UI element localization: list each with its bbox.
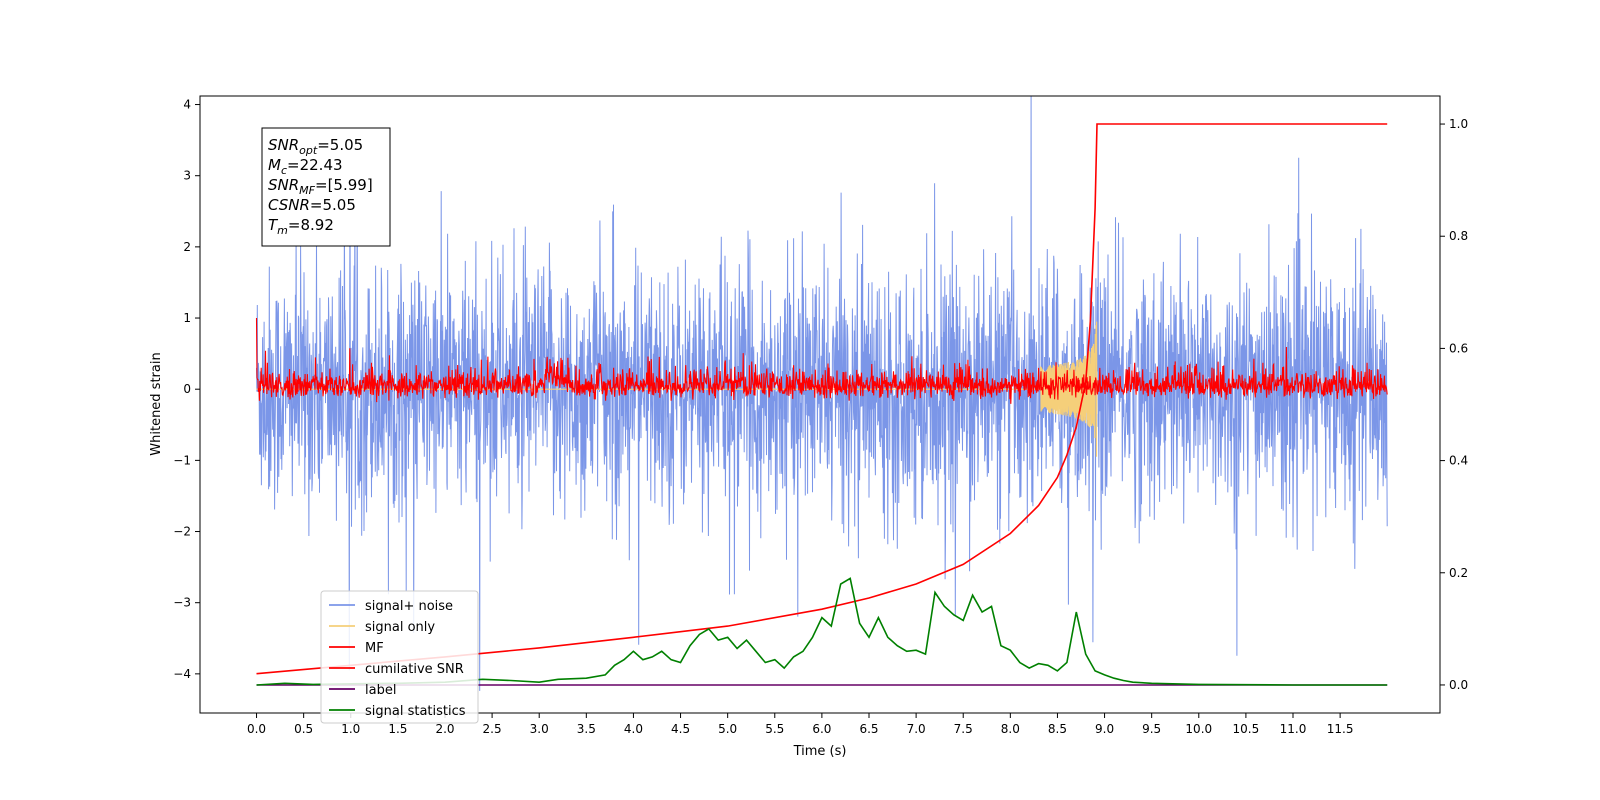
legend-label: label: [365, 683, 396, 698]
x-tick-label: 6.5: [859, 722, 878, 736]
y2-tick-label: 0.4: [1449, 454, 1468, 468]
y-tick-label: −4: [173, 667, 191, 681]
y-tick-label: 3: [183, 169, 191, 183]
y2-tick-label: 0.0: [1449, 678, 1468, 692]
y2-tick-label: 1.0: [1449, 117, 1468, 131]
x-axis-label: Time (s): [793, 744, 847, 759]
x-tick-label: 7.5: [954, 722, 973, 736]
info-box: SNRopt=5.05Mc=22.43SNRMF=[5.99]CSNR=5.05…: [262, 128, 390, 246]
x-tick-label: 9.5: [1142, 722, 1161, 736]
x-tick-label: 7.0: [907, 722, 926, 736]
info-box-line: Mc=22.43: [268, 156, 343, 177]
x-tick-label: 8.0: [1001, 722, 1020, 736]
x-tick-label: 6.0: [812, 722, 831, 736]
x-tick-label: 4.5: [671, 722, 690, 736]
x-tick-label: 8.5: [1048, 722, 1067, 736]
x-tick-label: 3.0: [530, 722, 549, 736]
y2-tick-label: 0.2: [1449, 566, 1468, 580]
x-tick-label: 3.5: [577, 722, 596, 736]
x-tick-label: 2.5: [483, 722, 502, 736]
y-tick-label: −1: [173, 453, 191, 467]
x-tick-label: 5.0: [718, 722, 737, 736]
y-tick-label: 4: [183, 98, 191, 112]
x-tick-label: 9.0: [1095, 722, 1114, 736]
x-tick-label: 2.0: [435, 722, 454, 736]
x-tick-label: 5.5: [765, 722, 784, 736]
x-tick-label: 11.0: [1280, 722, 1307, 736]
info-box-line: CSNR=5.05: [268, 196, 356, 214]
y-axis-label: Whitened strain: [149, 352, 164, 455]
y-tick-label: 1: [183, 311, 191, 325]
x-tick-label: 10.5: [1233, 722, 1260, 736]
y-tick-label: −2: [173, 525, 191, 539]
x-tick-label: 0.0: [247, 722, 266, 736]
legend-label: MF: [365, 641, 384, 656]
legend-label: signal+ noise: [365, 599, 453, 614]
y2-tick-label: 0.6: [1449, 341, 1468, 355]
x-tick-label: 4.0: [624, 722, 643, 736]
legend-label: cumilative SNR: [365, 662, 464, 677]
x-tick-label: 1.0: [341, 722, 360, 736]
y2-tick-label: 0.8: [1449, 229, 1468, 243]
x-tick-label: 1.5: [388, 722, 407, 736]
x-tick-label: 10.0: [1185, 722, 1212, 736]
legend-label: signal only: [365, 620, 435, 635]
info-box-line: SNRMF=[5.99]: [268, 176, 373, 197]
x-tick-label: 11.5: [1327, 722, 1354, 736]
y-tick-label: 2: [183, 240, 191, 254]
x-tick-label: 0.5: [294, 722, 313, 736]
legend-label: signal statistics: [365, 704, 466, 719]
y-tick-label: 0: [183, 382, 191, 396]
legend: signal+ noise signal only MF cumilative SNR…: [321, 591, 478, 723]
y-tick-label: −3: [173, 596, 191, 610]
